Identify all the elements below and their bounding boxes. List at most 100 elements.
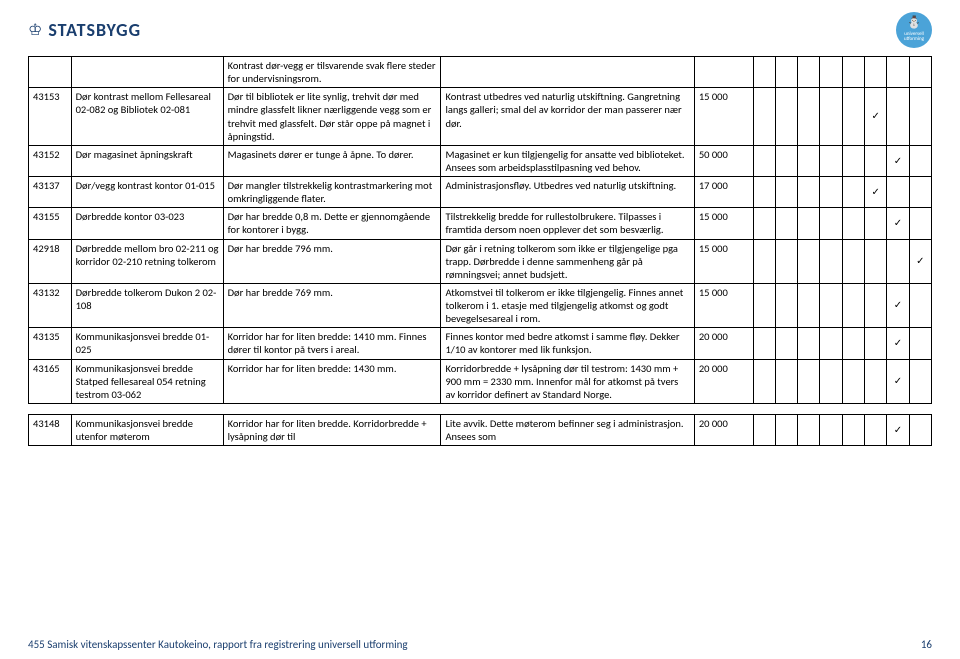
- check-cell: [842, 88, 864, 146]
- check-cell: [775, 177, 797, 208]
- check-cell: [820, 283, 842, 327]
- check-cell: [775, 359, 797, 403]
- check-cell: [842, 57, 864, 88]
- check-cell: ✓: [865, 177, 887, 208]
- findings-table: Kontrast dør-vegg er tilsvarende svak fl…: [28, 56, 932, 404]
- table-row: 43148Kommunikasjonsvei bredde utenfor mø…: [29, 414, 932, 445]
- check-cell: ✓: [887, 145, 909, 176]
- table-row: 43137Dør/vegg kontrast kontor 01-015Dør …: [29, 177, 932, 208]
- check-cell: [798, 283, 820, 327]
- check-cell: [842, 177, 864, 208]
- row-desc: Dør til bibliotek er lite synlig, trehvi…: [223, 88, 441, 146]
- row-cost: 15 000: [694, 283, 753, 327]
- check-cell: [775, 208, 797, 239]
- check-cell: [798, 414, 820, 445]
- footer-text: 455 Samisk vitenskapssenter Kautokeino, …: [28, 638, 408, 651]
- check-cell: [865, 239, 887, 283]
- check-cell: ✓: [887, 283, 909, 327]
- check-cell: [909, 145, 931, 176]
- check-cell: [865, 328, 887, 359]
- row-title: Kommunikasjonsvei bredde utenfor møterom: [71, 414, 223, 445]
- row-title: Dør magasinet åpningskraft: [71, 145, 223, 176]
- check-cell: [842, 414, 864, 445]
- check-cell: [798, 359, 820, 403]
- row-title: Dørbredde mellom bro 02-211 og korridor …: [71, 239, 223, 283]
- row-id: 43152: [29, 145, 72, 176]
- crown-icon: ♔: [28, 20, 42, 40]
- table-row: 43132Dørbredde tolkerom Dukon 2 02-108Dø…: [29, 283, 932, 327]
- check-cell: [909, 88, 931, 146]
- row-id: 43155: [29, 208, 72, 239]
- page-number: 16: [921, 638, 932, 651]
- check-cell: ✓: [887, 359, 909, 403]
- row-cost: 15 000: [694, 208, 753, 239]
- row-title: [71, 57, 223, 88]
- row-desc: Korridor har for liten bredde. Korridorb…: [223, 414, 441, 445]
- row-cost: 20 000: [694, 414, 753, 445]
- check-cell: [842, 239, 864, 283]
- check-cell: [842, 359, 864, 403]
- row-note: Dør går i retning tolkerom som ikke er t…: [441, 239, 694, 283]
- table-row: Kontrast dør-vegg er tilsvarende svak fl…: [29, 57, 932, 88]
- row-title: Dør/vegg kontrast kontor 01-015: [71, 177, 223, 208]
- row-note: Kontrast utbedres ved naturlig utskiftni…: [441, 88, 694, 146]
- check-cell: [775, 57, 797, 88]
- check-cell: ✓: [887, 414, 909, 445]
- findings-table-2: 43148Kommunikasjonsvei bredde utenfor mø…: [28, 414, 932, 446]
- row-id: 43148: [29, 414, 72, 445]
- check-cell: [887, 239, 909, 283]
- check-cell: [865, 145, 887, 176]
- row-id: 43137: [29, 177, 72, 208]
- row-note: Finnes kontor med bedre atkomst i samme …: [441, 328, 694, 359]
- row-desc: Kontrast dør-vegg er tilsvarende svak fl…: [223, 57, 441, 88]
- check-cell: ✓: [887, 328, 909, 359]
- row-title: Kommunikasjonsvei bredde Statped fellesa…: [71, 359, 223, 403]
- table-row: 42918Dørbredde mellom bro 02-211 og korr…: [29, 239, 932, 283]
- check-cell: [820, 414, 842, 445]
- check-cell: [753, 414, 775, 445]
- row-note: [441, 57, 694, 88]
- check-cell: [887, 88, 909, 146]
- check-cell: [909, 208, 931, 239]
- check-cell: [842, 328, 864, 359]
- check-cell: [842, 145, 864, 176]
- check-cell: [798, 145, 820, 176]
- check-cell: [775, 145, 797, 176]
- check-cell: [753, 177, 775, 208]
- check-cell: [775, 283, 797, 327]
- row-desc: Korridor har for liten bredde: 1430 mm.: [223, 359, 441, 403]
- row-id: 43132: [29, 283, 72, 327]
- row-cost: [694, 57, 753, 88]
- check-cell: [753, 239, 775, 283]
- check-cell: [820, 239, 842, 283]
- row-title: Dørbredde kontor 03-023: [71, 208, 223, 239]
- check-cell: [798, 57, 820, 88]
- check-cell: ✓: [865, 88, 887, 146]
- row-title: Dør kontrast mellom Fellesareal 02-082 o…: [71, 88, 223, 146]
- check-cell: [842, 283, 864, 327]
- row-note: Tilstrekkelig bredde for rullestolbruker…: [441, 208, 694, 239]
- org-name: STATSBYGG: [48, 19, 141, 41]
- row-desc: Dør har bredde 0,8 m. Dette er gjennomgå…: [223, 208, 441, 239]
- row-desc: Magasinets dører er tunge å åpne. To dør…: [223, 145, 441, 176]
- check-cell: [753, 88, 775, 146]
- check-cell: [753, 57, 775, 88]
- row-note: Magasinet er kun tilgjengelig for ansatt…: [441, 145, 694, 176]
- check-cell: [865, 283, 887, 327]
- check-cell: ✓: [909, 239, 931, 283]
- table-row: 43165Kommunikasjonsvei bredde Statped fe…: [29, 359, 932, 403]
- check-cell: [798, 177, 820, 208]
- row-cost: 20 000: [694, 359, 753, 403]
- row-cost: 17 000: [694, 177, 753, 208]
- check-cell: [909, 177, 931, 208]
- table-row: 43153Dør kontrast mellom Fellesareal 02-…: [29, 88, 932, 146]
- check-cell: [865, 359, 887, 403]
- page-footer: 455 Samisk vitenskapssenter Kautokeino, …: [28, 638, 932, 651]
- table-row: 43155Dørbredde kontor 03-023Dør har bred…: [29, 208, 932, 239]
- row-id: [29, 57, 72, 88]
- check-cell: [820, 328, 842, 359]
- check-cell: [798, 328, 820, 359]
- row-note: Atkomstvei til tolkerom er ikke tilgjeng…: [441, 283, 694, 327]
- check-cell: [842, 208, 864, 239]
- check-cell: [775, 88, 797, 146]
